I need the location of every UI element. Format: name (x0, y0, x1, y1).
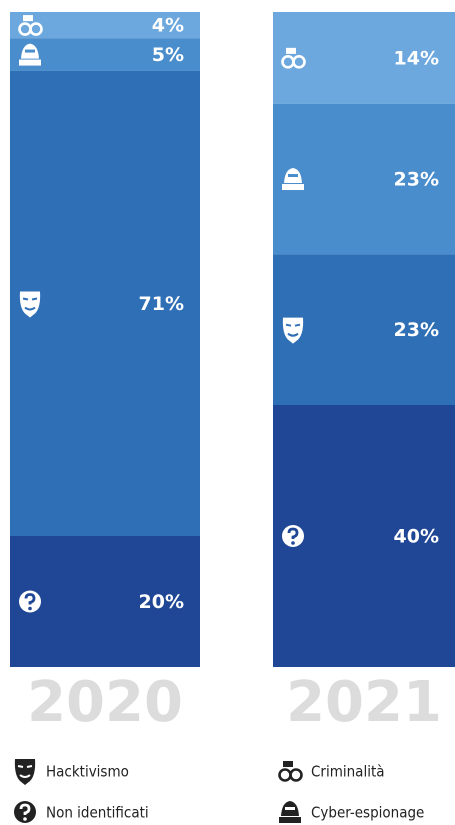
category-label: 2020 (27, 670, 183, 735)
icon (19, 43, 41, 66)
legend-label: Non identificati (46, 804, 149, 822)
data-label: 14% (394, 47, 439, 69)
icon (279, 801, 301, 823)
category-label: 2021 (286, 670, 442, 735)
icon-part (283, 761, 293, 767)
data-label: 5% (152, 44, 184, 66)
icon-part (28, 606, 32, 611)
icon (282, 317, 304, 344)
icon-part (291, 541, 295, 545)
icon-part (289, 768, 303, 782)
bar-segment (273, 254, 455, 405)
icon-part (23, 15, 33, 22)
data-label: 71% (139, 293, 184, 315)
icon-part (19, 59, 41, 66)
bar-segment (10, 536, 200, 667)
icon-part (287, 527, 299, 539)
icon-part (285, 323, 301, 337)
icon-part (24, 593, 36, 605)
icon-part (14, 759, 36, 785)
icon (19, 590, 41, 613)
icon-part (282, 184, 304, 191)
bar-segment (10, 70, 200, 536)
bar-segment (273, 103, 455, 255)
icon-part (22, 297, 38, 311)
data-label: 23% (394, 169, 439, 191)
data-label: 4% (152, 15, 184, 37)
data-label: 40% (394, 526, 439, 548)
icon-part (19, 803, 31, 815)
legend-label: Hacktivismo (46, 763, 129, 781)
bar-segment (10, 12, 200, 39)
icon-part (23, 817, 27, 821)
icon-part (288, 174, 298, 178)
icon-part (285, 807, 295, 810)
icon (14, 759, 36, 785)
legend-label: Criminalità (311, 763, 385, 781)
legend-label: Cyber-espionage (311, 804, 424, 822)
icon-part (292, 55, 306, 69)
icon-part (278, 768, 292, 782)
icon (278, 761, 303, 782)
bar-segment (10, 38, 200, 71)
data-label: 20% (139, 591, 184, 613)
icon (14, 801, 36, 823)
icon (19, 291, 41, 318)
icon-part (25, 49, 35, 53)
icon-part (29, 22, 43, 36)
icon (282, 168, 304, 191)
data-label: 23% (394, 319, 439, 341)
icon (18, 15, 43, 36)
icon-part (17, 765, 33, 778)
icon-part (279, 817, 301, 823)
icon-part (286, 47, 296, 54)
icon (282, 525, 304, 547)
icon (281, 47, 306, 69)
